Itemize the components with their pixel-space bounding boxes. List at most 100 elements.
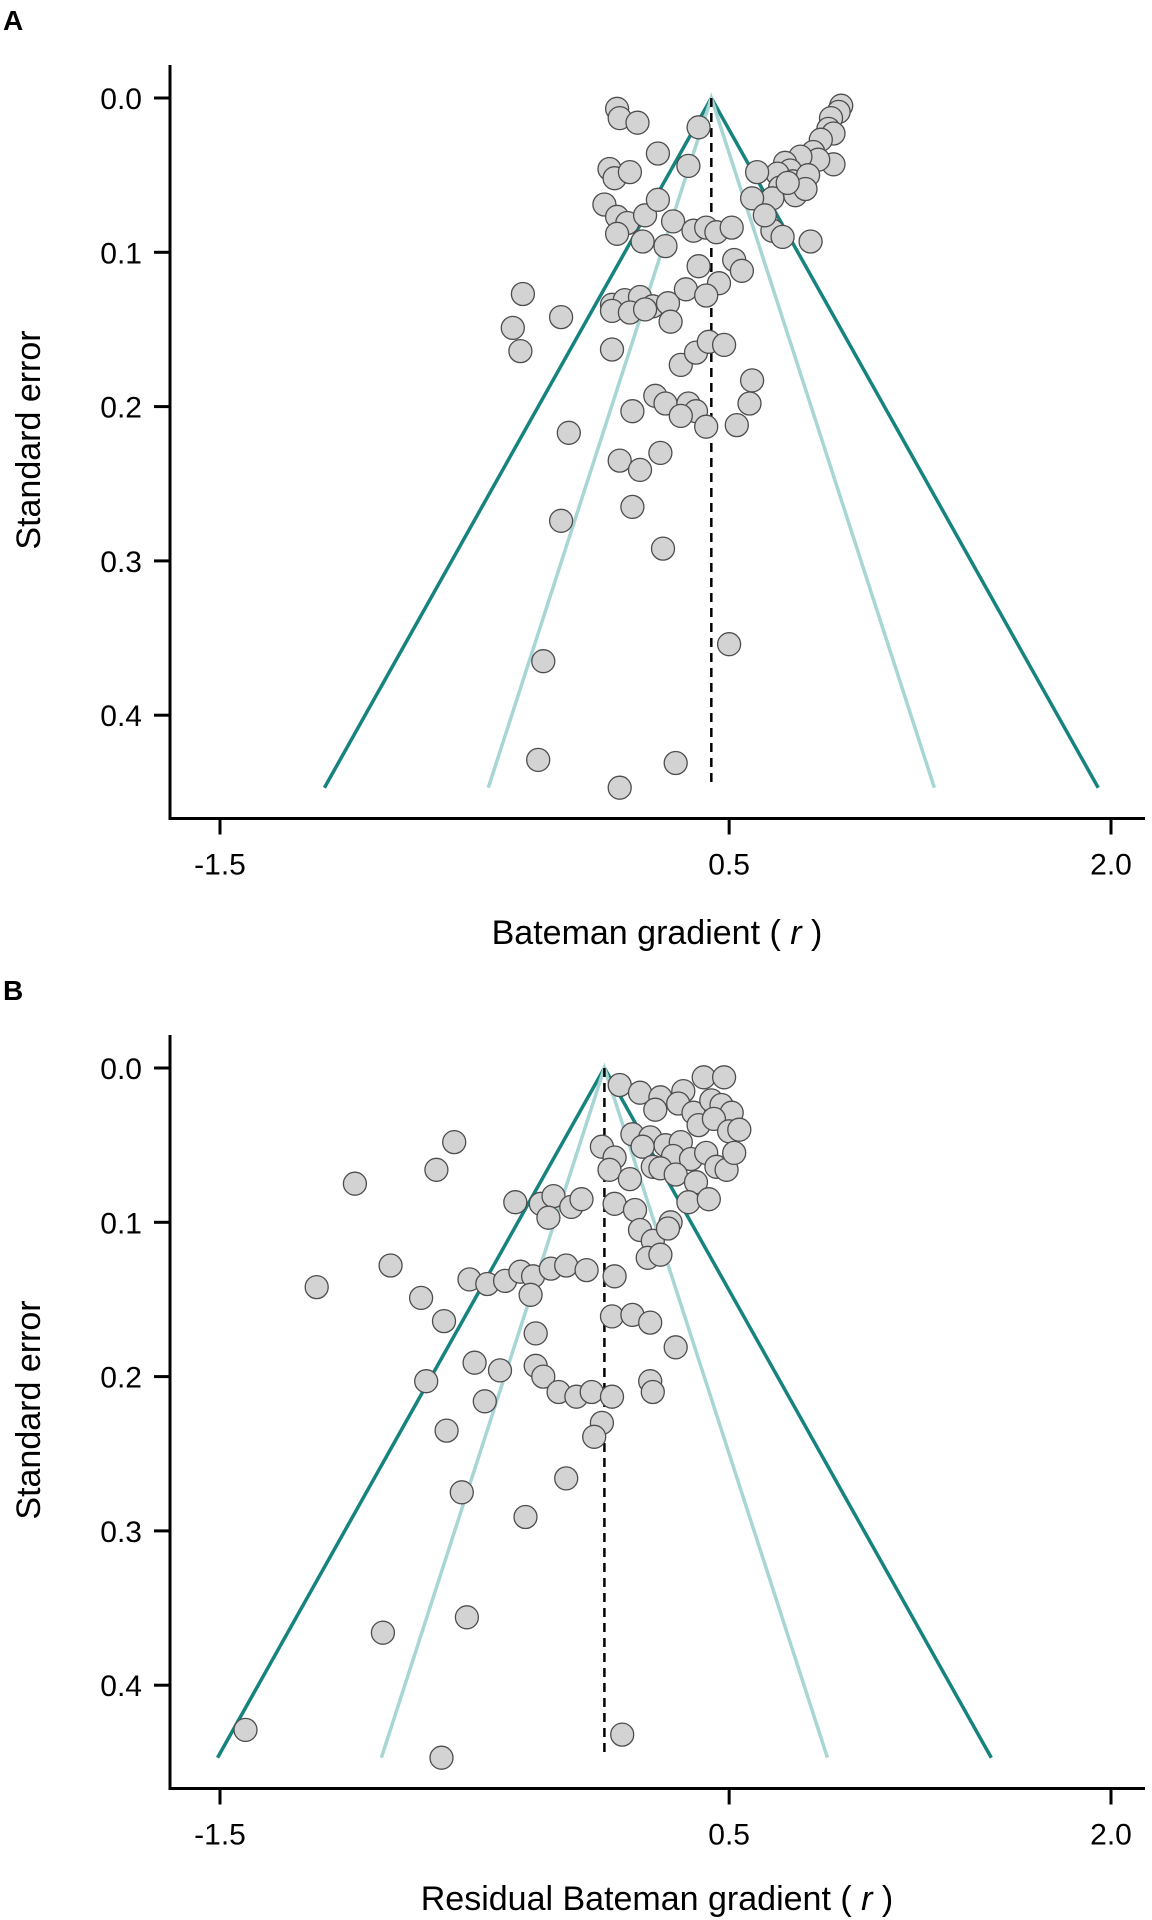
data-point: [424, 1157, 449, 1182]
data-point: [694, 283, 719, 308]
x-axis-label-var: r: [790, 914, 803, 952]
data-point: [627, 457, 653, 483]
data-point: [663, 750, 688, 776]
data-point: [454, 1605, 480, 1630]
data-point: [620, 399, 645, 424]
data-point: [554, 1466, 579, 1491]
data-points: [233, 1065, 752, 1770]
data-point: [620, 494, 645, 520]
data-point: [663, 1162, 688, 1187]
x-axis-label-text: Residual Bateman gradient: [421, 1880, 832, 1918]
data-point: [531, 1364, 556, 1389]
data-point: [599, 1384, 625, 1409]
data-point: [676, 1190, 701, 1215]
data-point: [408, 1285, 434, 1311]
data-point: [449, 1480, 474, 1505]
data-point: [429, 1745, 454, 1770]
data-point: [655, 1216, 681, 1241]
x-tick-label: -1.5: [194, 1819, 246, 1852]
data-point: [304, 1274, 329, 1300]
data-point: [676, 153, 701, 179]
panel-b-label: B: [3, 975, 23, 1006]
data-point: [663, 1335, 688, 1360]
data-point: [638, 1310, 663, 1335]
data-point: [531, 649, 556, 674]
data-point: [569, 1187, 594, 1212]
data-point: [548, 304, 574, 330]
x-tick-label: 0.5: [708, 1819, 750, 1852]
x-axis-label: Residual Bateman gradient ( r ): [421, 1880, 894, 1918]
data-point: [696, 1187, 721, 1212]
data-point: [610, 1722, 635, 1747]
data-point: [342, 1171, 368, 1196]
data-point: [500, 315, 525, 341]
data-point: [518, 1282, 543, 1307]
data-point: [508, 338, 533, 364]
data-point: [722, 1140, 747, 1166]
x-ticks: -1.5 0.5 2.0: [194, 818, 1132, 882]
data-point: [673, 277, 699, 302]
data-point: [686, 254, 711, 279]
data-point: [582, 1424, 607, 1449]
data-point: [370, 1620, 396, 1645]
data-point: [727, 1117, 752, 1142]
data-point: [536, 1205, 561, 1230]
data-point: [602, 1264, 627, 1289]
y-axis-label: Standard error: [10, 330, 48, 549]
x-axis-label-text: Bateman gradient: [492, 914, 761, 952]
x-tick-label: 2.0: [1090, 849, 1132, 882]
data-point: [640, 1379, 665, 1405]
data-point: [602, 1191, 627, 1216]
data-point: [617, 1166, 643, 1192]
data-point: [668, 403, 693, 429]
data-point: [694, 414, 719, 439]
data-point: [607, 775, 632, 800]
x-axis-label-var: r: [861, 1880, 874, 1918]
data-point: [716, 632, 742, 657]
data-point: [798, 229, 823, 254]
data-point: [660, 209, 686, 234]
y-tick-label: 0.4: [100, 1670, 142, 1703]
data-point: [719, 215, 744, 240]
data-point: [607, 448, 632, 473]
data-point: [752, 203, 777, 228]
data-point: [632, 297, 658, 322]
x-axis-label-open-paren: (: [769, 914, 781, 952]
data-point: [597, 1157, 622, 1182]
y-tick-label: 0.2: [100, 392, 142, 425]
data-point: [775, 170, 800, 196]
data-point: [574, 1257, 599, 1283]
x-ticks: -1.5 0.5 2.0: [194, 1788, 1132, 1852]
data-point: [630, 1134, 655, 1159]
x-axis-label-open-paren: (: [840, 1880, 852, 1918]
data-point: [510, 281, 536, 307]
data-point: [643, 1097, 668, 1122]
data-point: [739, 186, 765, 211]
panel-a-label: A: [3, 5, 23, 36]
data-point: [487, 1358, 513, 1383]
y-tick-label: 0.4: [100, 700, 142, 733]
data-point: [737, 391, 762, 416]
x-axis-label-close-paren: ): [882, 1880, 893, 1918]
data-point: [462, 1350, 487, 1375]
y-tick-label: 0.0: [100, 83, 142, 116]
data-point: [378, 1253, 403, 1278]
data-point: [513, 1504, 538, 1530]
data-point: [617, 159, 643, 185]
data-point: [648, 440, 673, 466]
data-point: [233, 1717, 258, 1743]
data-point: [650, 536, 676, 561]
data-point: [554, 1253, 579, 1278]
data-point: [739, 368, 765, 393]
data-point: [648, 1242, 673, 1267]
y-tick-label: 0.3: [100, 1516, 142, 1549]
data-point: [556, 420, 581, 445]
data-point: [414, 1369, 439, 1394]
data-point: [599, 337, 625, 362]
x-tick-label: 2.0: [1090, 1819, 1132, 1852]
data-point: [686, 115, 711, 140]
panel-b: B 0.0 0.1 0.2 0.3 0.4 -1.5 0.5 2.0 Standard er…: [3, 975, 1145, 1918]
data-point: [770, 224, 795, 250]
y-tick-label: 0.1: [100, 237, 142, 270]
